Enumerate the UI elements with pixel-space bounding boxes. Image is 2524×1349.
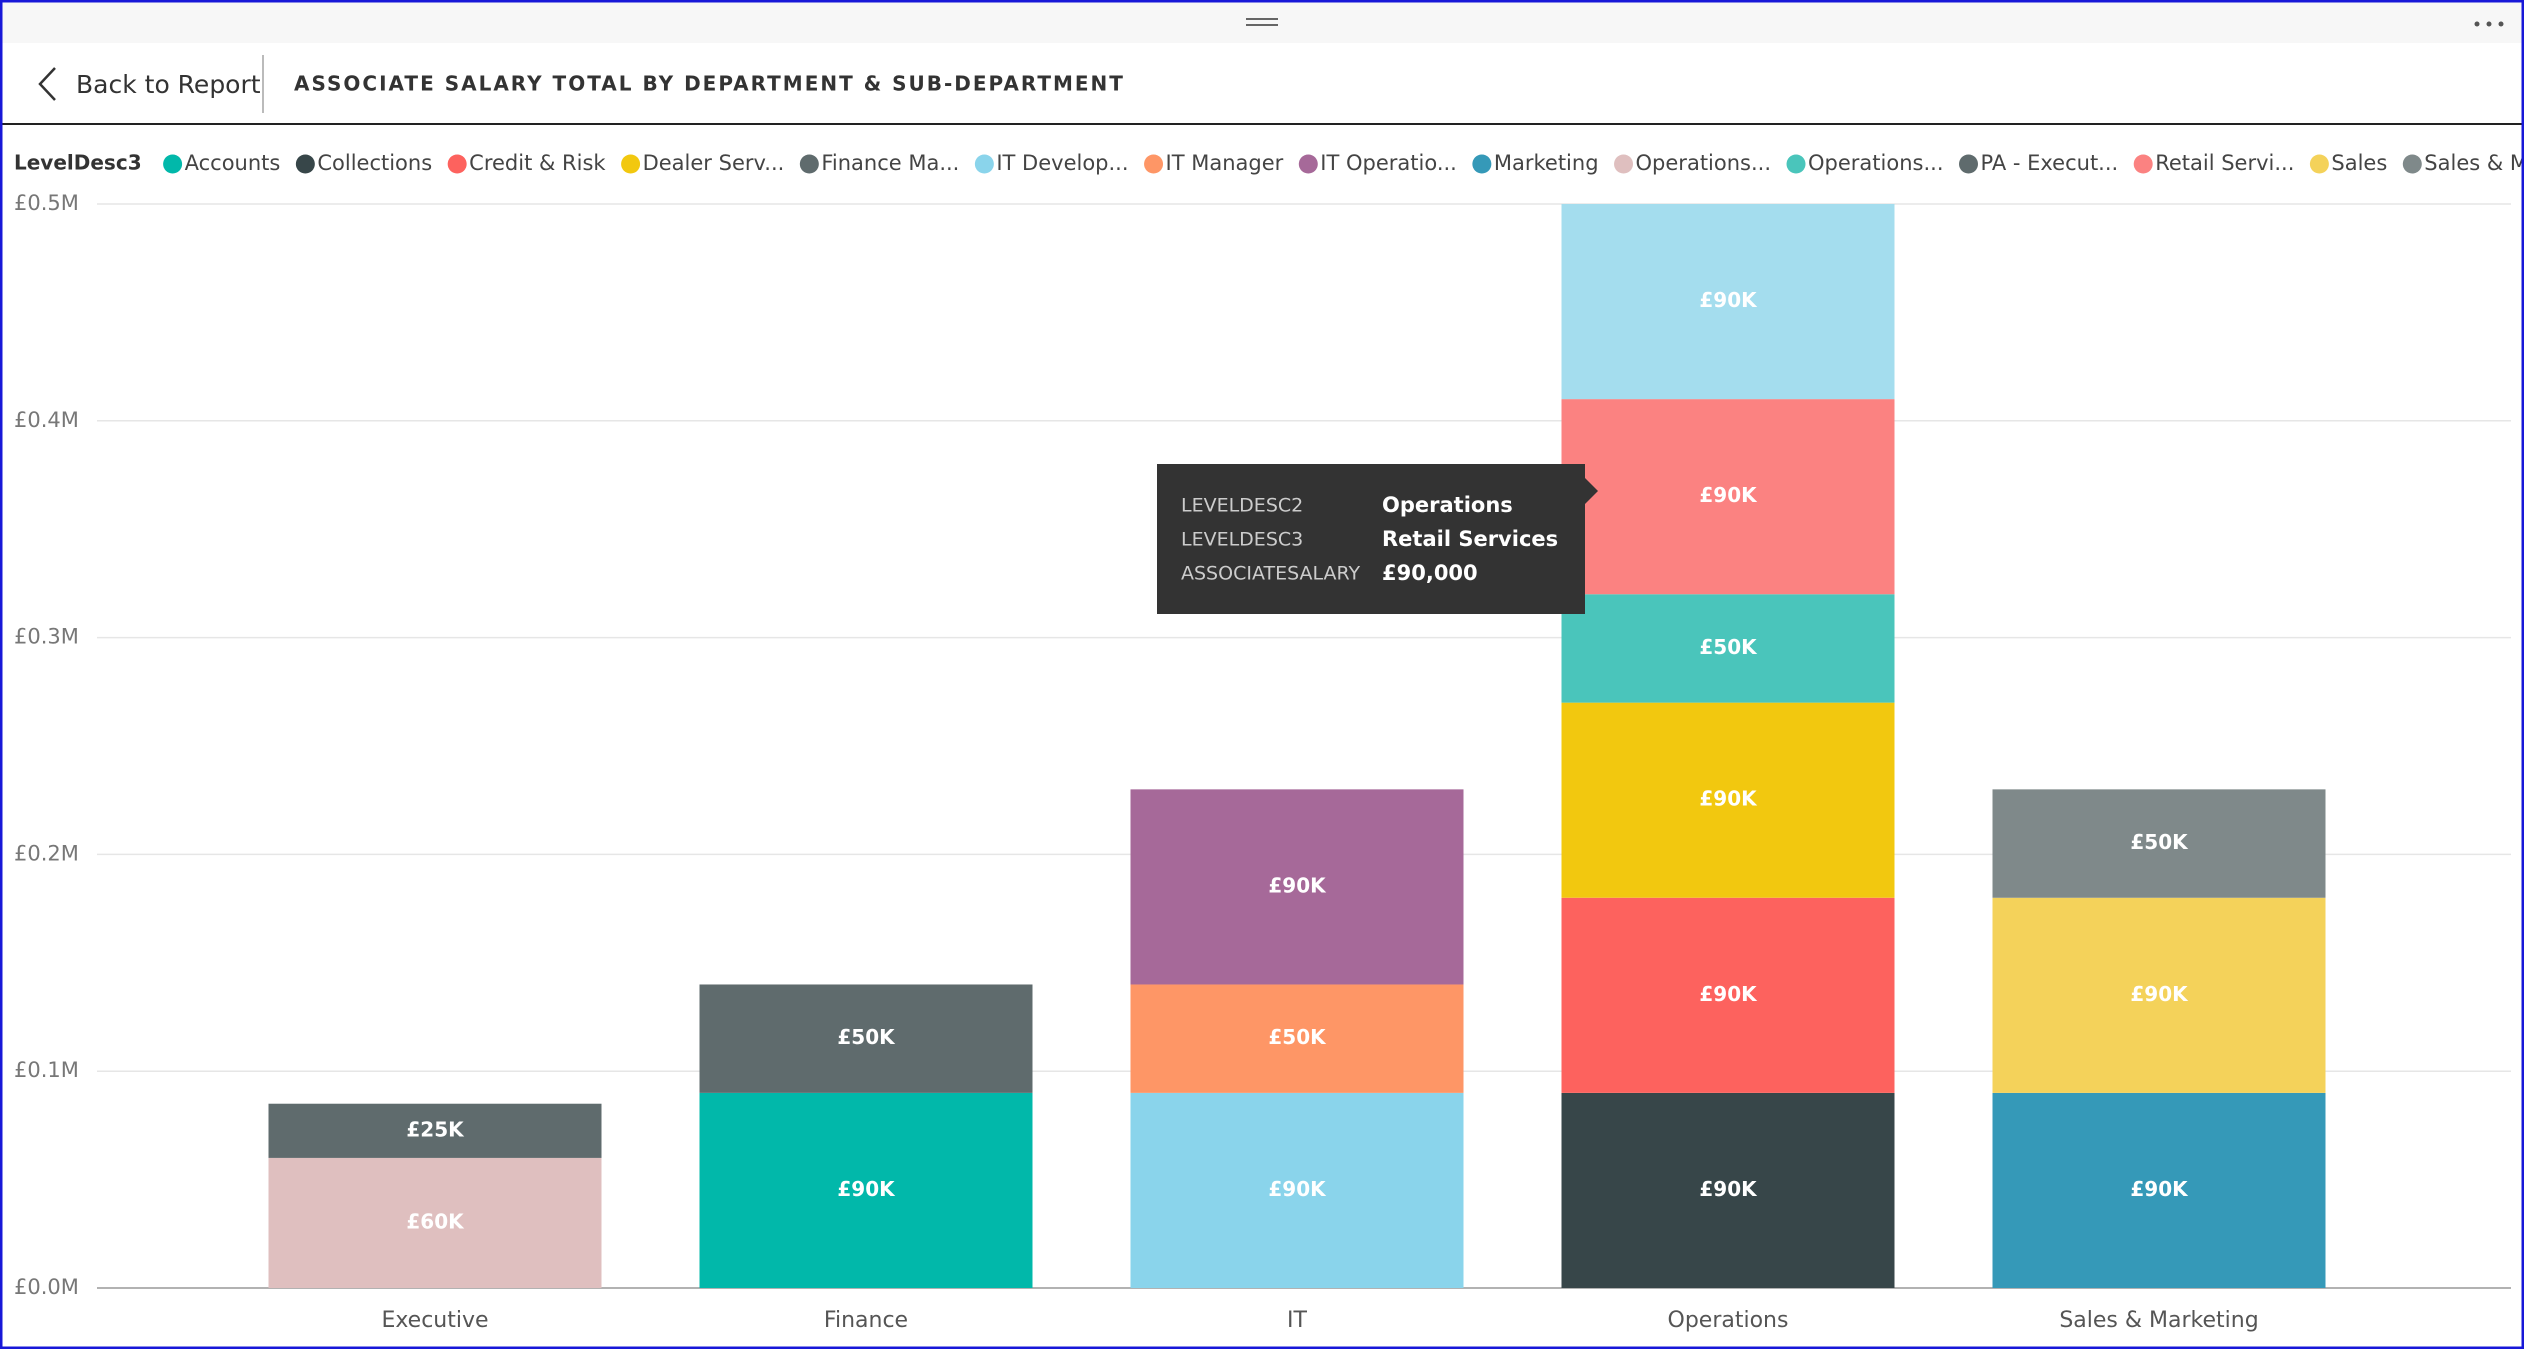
data-label: £90K	[1699, 483, 1758, 507]
bar-segment	[1130, 789, 1464, 985]
legend-label: Credit & Risk	[469, 151, 606, 175]
bar-segment	[1561, 594, 1895, 703]
data-label: £90K	[837, 1177, 896, 1201]
data-label: £50K	[2130, 830, 2189, 854]
legend-label: Accounts	[185, 151, 281, 175]
data-label: £50K	[837, 1025, 896, 1049]
bar-segment	[1561, 897, 1895, 1093]
bar-segment	[1992, 1092, 2326, 1288]
bar-segment	[699, 1092, 1033, 1288]
y-tick-label: £0.1M	[14, 1058, 79, 1082]
legend-label: Retail Servi...	[2155, 151, 2294, 175]
bar-segment	[268, 1157, 602, 1288]
tooltip-value: Operations	[1382, 493, 1513, 517]
legend-marker	[974, 154, 994, 174]
legend-label: Sales	[2331, 151, 2387, 175]
data-label: £90K	[1268, 1177, 1327, 1201]
back-label[interactable]: Back to Report	[76, 70, 261, 99]
legend-marker	[163, 154, 183, 174]
back-chevron	[38, 67, 56, 101]
bar-segment	[268, 1103, 602, 1158]
legend-marker	[799, 154, 819, 174]
legend-label: Collections	[317, 151, 432, 175]
legend: Accounts Collections Credit & Risk Dealer S…	[163, 151, 2524, 175]
bar-segment	[1561, 702, 1895, 898]
x-tick-label: Finance	[824, 1308, 908, 1333]
legend-marker	[1959, 154, 1978, 174]
legend-marker	[2133, 154, 2153, 174]
legend-label: Sales & Ma...	[2424, 151, 2524, 175]
legend-marker	[2309, 154, 2329, 174]
data-label: £90K	[1268, 873, 1327, 897]
legend-marker	[1298, 154, 1318, 174]
legend-label: Dealer Serv...	[643, 151, 785, 175]
data-label: £90K	[1699, 1177, 1758, 1201]
y-tick-label: £0.5M	[14, 191, 79, 215]
y-tick-label: £0.2M	[14, 841, 79, 865]
legend-marker	[1144, 154, 1164, 174]
bar-segment	[1992, 897, 2326, 1093]
y-tick-label: £0.3M	[14, 625, 79, 649]
bar-segment	[1992, 789, 2326, 898]
bar-segment	[1561, 1092, 1895, 1288]
legend-marker	[447, 154, 467, 174]
legend-label: Operations...	[1808, 151, 1943, 175]
more-options[interactable]	[2474, 21, 2504, 27]
legend-marker	[2402, 154, 2422, 174]
x-tick-label: Operations	[1668, 1308, 1789, 1333]
legend-label: Operations...	[1636, 151, 1771, 175]
dot	[2498, 21, 2504, 27]
y-tick-label: £0.4M	[14, 408, 79, 432]
bar-segment	[1561, 204, 1895, 400]
data-label: £90K	[1699, 787, 1758, 811]
dot	[2486, 21, 2492, 27]
data-label: £90K	[1699, 288, 1758, 312]
data-label: £60K	[406, 1209, 465, 1233]
legend-label: IT Develop...	[996, 151, 1128, 175]
tooltip: LEVELDESC2 Operations LEVELDESC3 Retail Ser…	[1157, 464, 1598, 614]
plot: £0.0M £0.1M £0.2M £0.3M £0.4M £0.5M Executive £…	[14, 191, 2511, 1333]
data-label: £25K	[406, 1117, 465, 1141]
x-tick-label: IT	[1287, 1308, 1307, 1333]
legend-title: LevelDesc3	[14, 151, 142, 175]
y-tick-label: £0.0M	[14, 1275, 79, 1299]
legend-label: IT Manager	[1166, 151, 1284, 175]
x-tick-label: Sales & Marketing	[2059, 1308, 2258, 1333]
legend-label: Marketing	[1494, 151, 1599, 175]
tooltip-arrow	[1585, 478, 1598, 504]
back-button[interactable]: Back to Report	[38, 67, 261, 101]
data-label: £90K	[1699, 982, 1758, 1006]
data-label: £50K	[1268, 1025, 1327, 1049]
tooltip-label: ASSOCIATESALARY	[1181, 563, 1360, 585]
tooltip-value: Retail Services	[1382, 527, 1558, 551]
tooltip-box	[1157, 464, 1585, 614]
bar-segment	[1130, 1092, 1464, 1288]
top-bar	[0, 0, 2524, 43]
dot	[2474, 21, 2480, 27]
legend-marker	[621, 154, 641, 174]
tooltip-label: LEVELDESC2	[1181, 495, 1303, 517]
tooltip-value: £90,000	[1382, 561, 1478, 585]
legend-marker	[1472, 154, 1492, 174]
bar-segment	[1130, 984, 1464, 1093]
legend-marker	[1786, 154, 1806, 174]
legend-label: IT Operatio...	[1320, 151, 1457, 175]
legend-marker	[1614, 154, 1634, 174]
data-label: £90K	[2130, 1177, 2189, 1201]
legend-marker	[295, 154, 315, 174]
chart-title: ASSOCIATE SALARY TOTAL BY DEPARTMENT & S…	[294, 72, 1125, 96]
data-label: £90K	[2130, 982, 2189, 1006]
x-tick-label: Executive	[381, 1308, 488, 1333]
legend-label: PA - Execut...	[1981, 151, 2119, 175]
bar-segment	[1561, 399, 1895, 595]
bar-segment	[699, 984, 1033, 1093]
data-label: £50K	[1699, 635, 1758, 659]
tooltip-label: LEVELDESC3	[1181, 529, 1303, 551]
legend-label: Finance Ma...	[821, 151, 959, 175]
